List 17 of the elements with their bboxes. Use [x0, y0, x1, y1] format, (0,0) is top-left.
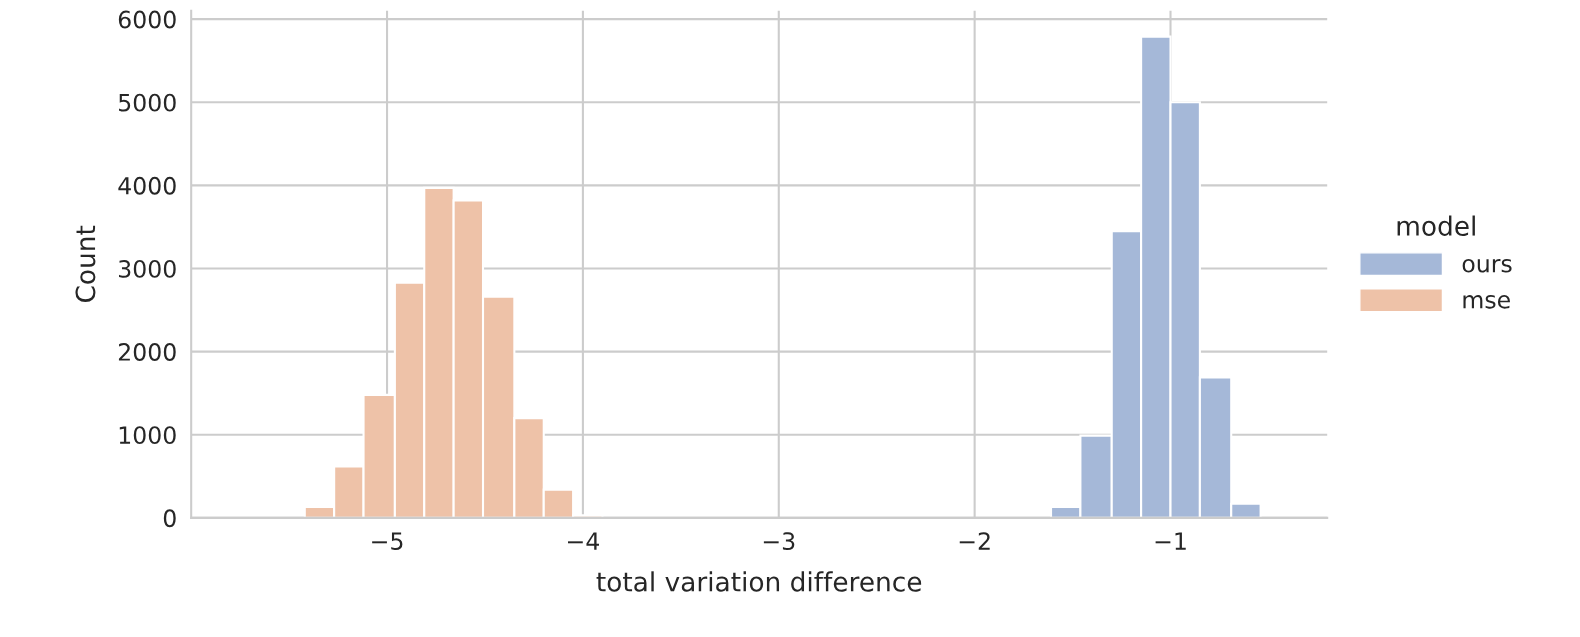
x-tick-label: −2: [959, 532, 990, 550]
y-tick-label: 0: [163, 509, 176, 528]
x-tick-label: −3: [763, 532, 795, 551]
y-tick-label: 2000: [118, 343, 176, 361]
legend-label: ours: [1462, 258, 1512, 273]
y-tick-label: 3000: [119, 259, 176, 278]
legend-title: model: [1397, 215, 1475, 236]
x-tick-label: −1: [1155, 532, 1186, 550]
x-tick-label: −5: [372, 532, 403, 551]
y-tick-label: 5000: [119, 93, 176, 112]
legend-label: mse: [1463, 295, 1510, 309]
y-axis-title: Count: [75, 225, 96, 303]
y-tick-label: 1000: [119, 426, 176, 445]
x-tick-label: −4: [568, 532, 599, 550]
y-tick-label: 4000: [118, 176, 176, 195]
y-tick-label: 6000: [118, 10, 176, 29]
x-axis-title: total variation difference: [596, 571, 922, 592]
